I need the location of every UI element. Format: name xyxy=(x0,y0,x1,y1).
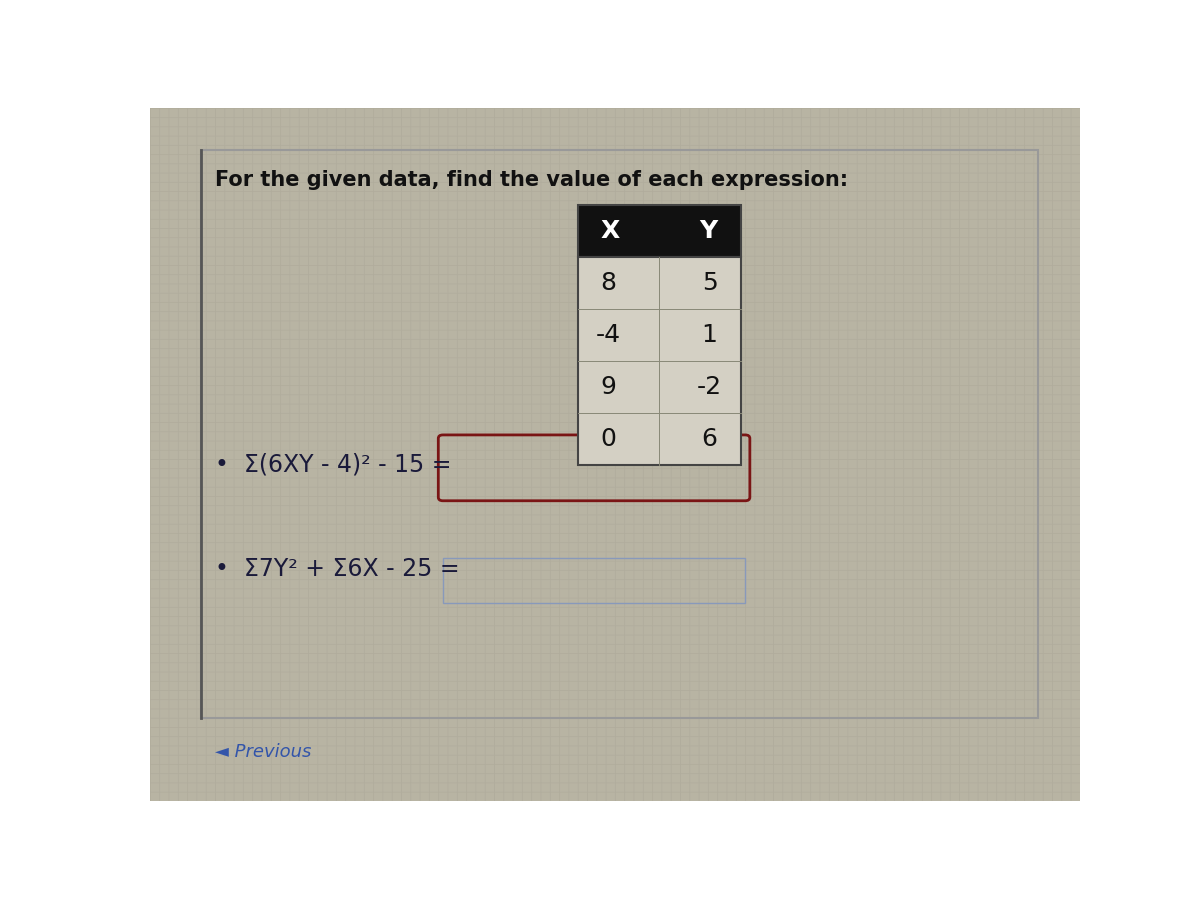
Text: ◄ Previous: ◄ Previous xyxy=(215,743,312,761)
Text: Y: Y xyxy=(698,219,718,243)
Text: -4: -4 xyxy=(596,323,622,347)
Text: For the given data, find the value of each expression:: For the given data, find the value of ea… xyxy=(215,170,848,191)
Text: •  Σ7Y² + Σ6X - 25 =: • Σ7Y² + Σ6X - 25 = xyxy=(215,557,460,580)
Text: X: X xyxy=(601,219,620,243)
Text: 6: 6 xyxy=(702,427,718,451)
Text: 5: 5 xyxy=(702,271,718,295)
Text: •  Σ(6XY - 4)² - 15 =: • Σ(6XY - 4)² - 15 = xyxy=(215,453,451,477)
Text: 0: 0 xyxy=(601,427,617,451)
FancyBboxPatch shape xyxy=(578,205,740,257)
Text: 1: 1 xyxy=(702,323,718,347)
Text: -2: -2 xyxy=(697,375,722,399)
FancyBboxPatch shape xyxy=(578,257,740,465)
Text: 8: 8 xyxy=(601,271,617,295)
Text: 9: 9 xyxy=(601,375,617,399)
